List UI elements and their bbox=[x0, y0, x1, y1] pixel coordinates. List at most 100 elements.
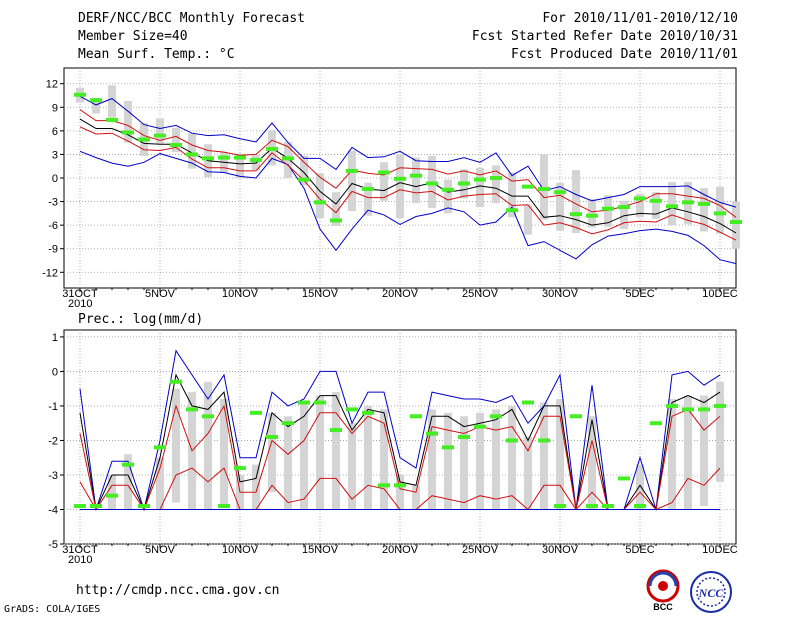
y-tick-label: -1 bbox=[48, 401, 58, 413]
observation-marker bbox=[618, 476, 630, 481]
observation-marker bbox=[586, 213, 598, 218]
observation-marker bbox=[298, 177, 310, 182]
variable-label: Mean Surf. Temp.: °C bbox=[78, 47, 235, 62]
x-tick-label: 5NOV bbox=[145, 544, 176, 556]
spread-box bbox=[156, 118, 164, 144]
observation-marker bbox=[698, 201, 710, 206]
observation-marker bbox=[634, 504, 646, 509]
x-tick-label: 15NOV bbox=[302, 544, 339, 556]
spread-box bbox=[220, 399, 228, 507]
observation-marker bbox=[490, 414, 502, 419]
spread-box bbox=[92, 97, 100, 114]
observation-marker bbox=[714, 403, 726, 408]
observation-marker bbox=[730, 220, 742, 224]
observation-marker bbox=[458, 435, 470, 439]
spread-box bbox=[348, 423, 356, 510]
observation-marker bbox=[154, 133, 166, 138]
observation-marker bbox=[586, 504, 598, 509]
observation-marker bbox=[682, 407, 694, 412]
spread-box bbox=[620, 200, 628, 230]
bcc-logo-text: BCC bbox=[653, 602, 673, 612]
y-tick-label: 0 bbox=[52, 366, 58, 378]
observation-marker bbox=[570, 212, 582, 217]
spread-box bbox=[668, 399, 676, 510]
grads-credit: GrADS: COLA/IGES bbox=[4, 604, 101, 615]
observation-marker bbox=[474, 424, 486, 429]
observation-marker bbox=[186, 152, 198, 157]
observation-marker bbox=[378, 483, 390, 488]
observation-marker bbox=[410, 173, 422, 178]
observation-marker bbox=[522, 184, 534, 189]
spread-box bbox=[332, 192, 340, 226]
x-tick-label: 25NOV bbox=[462, 544, 499, 556]
y-tick-label: 6 bbox=[52, 126, 58, 138]
x-tick-label: 10NOV bbox=[222, 544, 259, 556]
spread-box bbox=[124, 101, 132, 143]
panel-temperature: 12 9 6 3 0 -3 -6 -9 -12 31OCT 5NOV 10NOV 15NOV 20NOV 2… bbox=[42, 67, 742, 310]
spread-box bbox=[492, 409, 500, 510]
observation-marker bbox=[202, 414, 214, 419]
spread-box bbox=[540, 402, 548, 510]
x-tick-label: 30NOV bbox=[542, 288, 579, 300]
observation-marker bbox=[362, 187, 374, 191]
x-tick-label: 30NOV bbox=[542, 544, 579, 556]
spread-box bbox=[732, 201, 740, 249]
spread-box bbox=[684, 395, 692, 510]
spread-box bbox=[236, 153, 244, 178]
observation-marker bbox=[650, 198, 662, 203]
observation-marker bbox=[474, 177, 486, 182]
spread-box bbox=[604, 195, 612, 227]
y-tick-label: -2 bbox=[48, 435, 58, 447]
spread-box bbox=[380, 409, 388, 510]
observation-marker bbox=[74, 92, 86, 97]
observation-marker bbox=[634, 196, 646, 201]
observation-marker bbox=[250, 157, 262, 162]
y-tick-label: -3 bbox=[48, 197, 58, 209]
spread-box bbox=[364, 405, 372, 510]
x-tick-label: 5DEC bbox=[625, 544, 654, 556]
observation-marker bbox=[698, 407, 710, 412]
observation-marker bbox=[218, 155, 230, 160]
spread-box bbox=[252, 464, 260, 510]
y-tick-label: 0 bbox=[52, 173, 58, 185]
spread-box bbox=[348, 150, 356, 211]
x-tick-label: 25NOV bbox=[462, 288, 499, 300]
observation-marker bbox=[106, 117, 118, 122]
spread-box bbox=[156, 457, 164, 510]
spread-box bbox=[524, 205, 532, 235]
bcc-logo: BCC bbox=[646, 569, 680, 612]
series-line-min bbox=[79, 95, 737, 208]
x-year-label: 2010 bbox=[68, 298, 92, 310]
spread-box bbox=[380, 162, 388, 201]
y-tick-label: 3 bbox=[52, 149, 58, 161]
y-tick-label: -6 bbox=[48, 220, 58, 232]
observation-marker bbox=[138, 504, 150, 509]
spread-box bbox=[492, 165, 500, 204]
x-tick-label: 10DEC bbox=[702, 288, 738, 300]
precip-panel-title: Prec.: log(mm/d) bbox=[78, 312, 203, 327]
spread-box bbox=[108, 85, 116, 118]
observation-marker bbox=[170, 379, 182, 384]
spread-box bbox=[364, 182, 372, 216]
spread-box bbox=[172, 388, 180, 503]
observation-marker bbox=[570, 414, 582, 419]
y-tick-label: -5 bbox=[48, 539, 58, 551]
spread-box bbox=[316, 173, 324, 219]
observation-marker bbox=[266, 435, 278, 439]
observation-marker bbox=[266, 146, 278, 151]
spread-box bbox=[700, 395, 708, 507]
x-tick-label: 10DEC bbox=[702, 544, 738, 556]
observation-marker bbox=[522, 400, 534, 405]
source-url[interactable]: http://cmdp.ncc.cma.gov.cn bbox=[76, 583, 280, 598]
panel-precipitation: Prec.: log(mm/d) 1 0 -1 -2 -3 -4 -5 31OCT 5NOV 10N… bbox=[48, 312, 738, 566]
observation-marker bbox=[170, 143, 182, 147]
observation-marker bbox=[234, 466, 246, 471]
observation-marker bbox=[554, 190, 566, 195]
y-tick-label: -4 bbox=[48, 504, 58, 516]
plot-frame bbox=[63, 329, 737, 545]
observation-marker bbox=[682, 200, 694, 205]
spread-box bbox=[636, 193, 644, 218]
observation-marker bbox=[410, 414, 422, 419]
x-tick-label: 20NOV bbox=[382, 288, 419, 300]
